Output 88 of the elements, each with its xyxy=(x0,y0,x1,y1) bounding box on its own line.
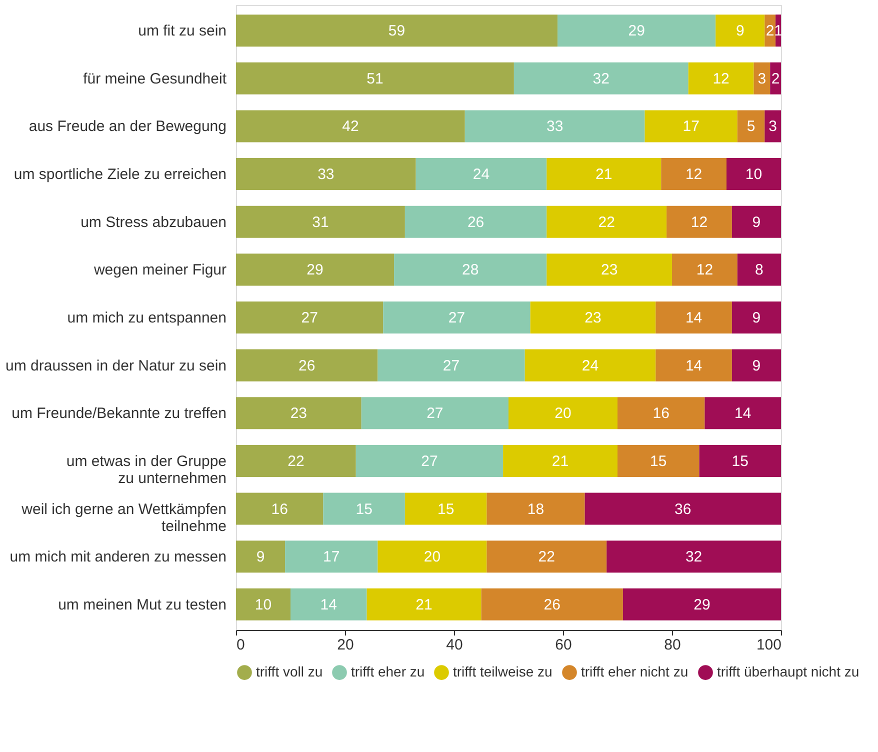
y-tick-label: aus Freude an der Bewegung xyxy=(28,118,226,136)
data-label: 32 xyxy=(685,548,702,566)
data-label: 27 xyxy=(448,310,466,326)
data-label: 12 xyxy=(690,214,708,231)
y-tick-label: wegen meiner Figur xyxy=(92,262,227,279)
data-label: 10 xyxy=(745,166,762,184)
data-label: 26 xyxy=(544,596,560,614)
data-label: 27 xyxy=(421,452,438,470)
data-label: 15 xyxy=(437,500,454,518)
data-label: 27 xyxy=(301,310,318,326)
data-label: 23 xyxy=(600,262,618,279)
data-label: 14 xyxy=(685,310,702,326)
y-tick-label: um mich mit anderen zu messen xyxy=(10,548,226,566)
data-label: 23 xyxy=(584,310,602,326)
legend-label: trifft eher nicht zu xyxy=(581,664,688,680)
data-label: 15 xyxy=(732,452,748,470)
y-tick-label: weil ich gerne an Wettkämpfen teilnehme xyxy=(20,500,226,535)
data-label: 9 xyxy=(256,548,265,566)
data-label: 14 xyxy=(734,405,752,422)
y-tick-label: für meine Gesundheit xyxy=(83,70,228,88)
data-label: 22 xyxy=(538,548,555,566)
y-tick-label: um draussen in der Natur zu sein xyxy=(6,357,226,374)
data-label: 15 xyxy=(650,452,667,470)
y-tick-label: um etwas in der Gruppe zu unternehmen xyxy=(66,452,226,487)
data-label: 3 xyxy=(758,70,766,88)
x-tick-label: 0 xyxy=(236,636,245,654)
data-label: 14 xyxy=(685,357,702,374)
y-tick-label: um meinen Mut zu testen xyxy=(58,596,226,614)
data-label: 42 xyxy=(342,118,359,136)
data-label: 33 xyxy=(318,166,334,184)
y-tick-label: um fit zu sein xyxy=(138,22,226,40)
data-label: 16 xyxy=(652,405,670,422)
data-label: 21 xyxy=(596,166,612,184)
x-tick-label: 60 xyxy=(555,636,572,654)
data-label: 21 xyxy=(416,596,432,614)
data-label: 26 xyxy=(298,357,316,374)
legend-label: trifft eher zu xyxy=(351,664,425,680)
data-label: 18 xyxy=(527,500,544,518)
data-label: 8 xyxy=(755,262,764,279)
data-label: 24 xyxy=(582,357,599,374)
data-label: 29 xyxy=(306,262,324,279)
legend-label: trifft überhaupt nicht zu xyxy=(717,664,860,680)
data-label: 9 xyxy=(752,357,761,374)
data-label: 22 xyxy=(598,214,615,231)
data-label: 12 xyxy=(696,262,714,279)
data-label: 31 xyxy=(312,214,329,231)
data-label: 20 xyxy=(424,548,441,566)
data-label: 15 xyxy=(356,500,372,518)
data-label: 51 xyxy=(366,70,384,88)
data-label: 9 xyxy=(752,310,761,326)
data-label: 9 xyxy=(752,214,761,231)
data-label: 9 xyxy=(736,22,744,40)
data-label: 3 xyxy=(768,118,777,136)
data-label: 22 xyxy=(288,452,304,470)
x-tick-label: 20 xyxy=(337,636,354,654)
y-tick-label: um Stress abzubauen xyxy=(80,214,226,231)
x-tick-label: 100 xyxy=(756,636,782,654)
data-label: 21 xyxy=(552,452,569,470)
data-label: 29 xyxy=(694,596,710,614)
data-label: 27 xyxy=(426,405,444,422)
data-label: 2 xyxy=(771,70,780,88)
y-tick-label: um Freunde/Bekannte zu treffen xyxy=(12,405,226,422)
data-label: 27 xyxy=(442,357,460,374)
data-label: 36 xyxy=(674,500,692,518)
y-tick-label: um sportliche Ziele zu erreichen xyxy=(14,166,226,184)
data-label: 59 xyxy=(388,22,406,40)
data-label: 16 xyxy=(271,500,288,518)
data-label: 29 xyxy=(628,22,645,40)
data-label: 10 xyxy=(254,596,272,614)
data-label: 28 xyxy=(462,262,479,279)
data-label: 14 xyxy=(320,596,337,614)
data-label: 33 xyxy=(546,118,564,136)
data-label: 5 xyxy=(746,118,756,136)
data-label: 20 xyxy=(554,405,572,422)
data-label: 23 xyxy=(290,405,308,422)
data-label: 12 xyxy=(685,166,702,184)
data-label: 26 xyxy=(467,214,484,231)
data-label: 32 xyxy=(592,70,610,88)
x-tick-label: 40 xyxy=(446,636,463,654)
legend-label: trifft voll zu xyxy=(256,664,323,680)
data-label: 17 xyxy=(323,548,340,566)
legend-label: trifft teilweise zu xyxy=(453,664,552,680)
data-label: 17 xyxy=(682,118,700,136)
data-label: 12 xyxy=(712,70,730,88)
data-label: 24 xyxy=(472,166,490,184)
x-tick-label: 80 xyxy=(664,636,681,654)
y-tick-label: um mich zu entspannen xyxy=(67,310,226,326)
data-label: 2 xyxy=(766,22,774,40)
